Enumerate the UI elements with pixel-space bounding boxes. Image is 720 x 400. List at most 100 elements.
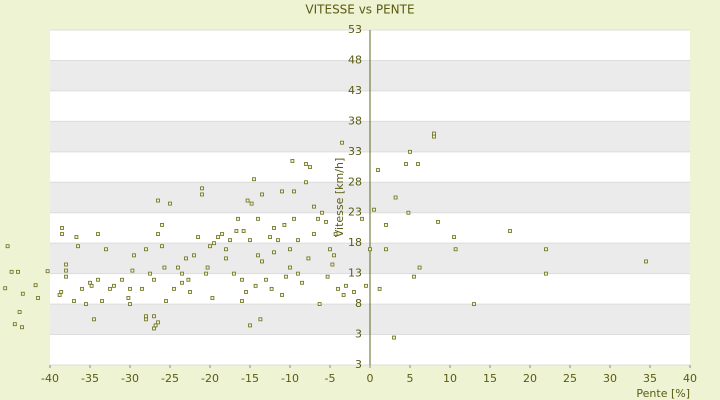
point bbox=[260, 192, 264, 197]
point bbox=[180, 271, 184, 276]
point bbox=[372, 207, 376, 212]
point bbox=[244, 290, 248, 294]
point bbox=[192, 253, 196, 258]
y-tick-label: 28 bbox=[348, 175, 362, 188]
point bbox=[74, 235, 79, 239]
point bbox=[96, 232, 100, 236]
point bbox=[312, 204, 316, 209]
point bbox=[296, 271, 300, 276]
point bbox=[452, 235, 456, 239]
point bbox=[544, 271, 548, 276]
point bbox=[316, 216, 320, 221]
point bbox=[76, 244, 80, 249]
point bbox=[160, 223, 164, 227]
point bbox=[508, 229, 512, 233]
point bbox=[306, 256, 311, 261]
point bbox=[156, 198, 160, 203]
x-tick-label: -15 bbox=[241, 372, 259, 385]
point bbox=[153, 323, 158, 328]
point bbox=[264, 277, 268, 282]
point bbox=[412, 274, 416, 279]
point bbox=[220, 232, 224, 236]
point bbox=[308, 165, 312, 169]
point bbox=[64, 274, 68, 279]
point bbox=[144, 247, 148, 252]
point bbox=[245, 198, 250, 203]
point bbox=[200, 186, 204, 191]
point bbox=[196, 235, 200, 239]
point bbox=[360, 216, 364, 221]
point bbox=[406, 210, 411, 215]
point bbox=[130, 268, 135, 273]
y-tick-label: 33 bbox=[348, 145, 362, 158]
point bbox=[416, 162, 420, 166]
x-tick-label: 0 bbox=[367, 372, 374, 385]
point bbox=[376, 168, 380, 172]
point bbox=[168, 201, 172, 206]
x-axis-label: Pente [%] bbox=[636, 387, 690, 400]
point bbox=[216, 235, 220, 239]
point bbox=[152, 277, 156, 282]
point bbox=[544, 247, 548, 252]
point bbox=[228, 238, 232, 243]
point bbox=[256, 253, 260, 258]
point bbox=[252, 177, 256, 182]
point bbox=[282, 223, 287, 227]
point bbox=[108, 286, 112, 291]
point bbox=[20, 325, 24, 330]
point bbox=[276, 238, 280, 243]
point bbox=[248, 238, 252, 243]
point bbox=[232, 271, 236, 276]
point bbox=[33, 283, 38, 288]
point bbox=[17, 310, 22, 314]
point bbox=[332, 253, 336, 258]
point bbox=[57, 293, 62, 297]
point bbox=[333, 232, 338, 236]
y-tick-label: 48 bbox=[348, 53, 362, 66]
point bbox=[84, 302, 88, 306]
point bbox=[240, 299, 244, 303]
point bbox=[336, 286, 340, 291]
point bbox=[205, 265, 210, 270]
x-tick-label: -30 bbox=[121, 372, 139, 385]
point bbox=[408, 149, 412, 154]
point bbox=[393, 195, 398, 200]
point bbox=[162, 265, 167, 270]
point bbox=[104, 247, 108, 252]
point bbox=[172, 286, 176, 291]
point bbox=[320, 210, 324, 215]
point bbox=[96, 277, 100, 282]
point bbox=[236, 216, 240, 221]
point bbox=[417, 265, 422, 270]
point bbox=[368, 247, 372, 252]
point bbox=[152, 326, 156, 331]
point bbox=[432, 134, 436, 139]
point bbox=[292, 189, 296, 194]
point bbox=[184, 256, 188, 261]
point bbox=[436, 219, 440, 224]
chart-title: VITESSE vs PENTE bbox=[305, 3, 414, 17]
point bbox=[92, 317, 96, 322]
point bbox=[280, 189, 284, 194]
y-tick-label: 3 bbox=[355, 358, 362, 371]
point bbox=[176, 265, 180, 270]
point bbox=[64, 268, 68, 273]
point bbox=[268, 235, 272, 239]
point bbox=[290, 159, 295, 163]
point bbox=[240, 277, 244, 282]
point bbox=[128, 302, 132, 306]
point bbox=[241, 229, 246, 233]
x-tick-label: 10 bbox=[443, 372, 457, 385]
point bbox=[212, 241, 216, 246]
point bbox=[317, 302, 322, 306]
point bbox=[330, 262, 335, 267]
point bbox=[152, 314, 156, 319]
point bbox=[180, 280, 184, 285]
point bbox=[64, 262, 68, 267]
y-tick-label: 3 bbox=[355, 328, 362, 341]
point bbox=[296, 238, 300, 243]
y-tick-label: 8 bbox=[355, 297, 362, 310]
x-tick-label: 25 bbox=[563, 372, 577, 385]
point bbox=[256, 216, 260, 221]
